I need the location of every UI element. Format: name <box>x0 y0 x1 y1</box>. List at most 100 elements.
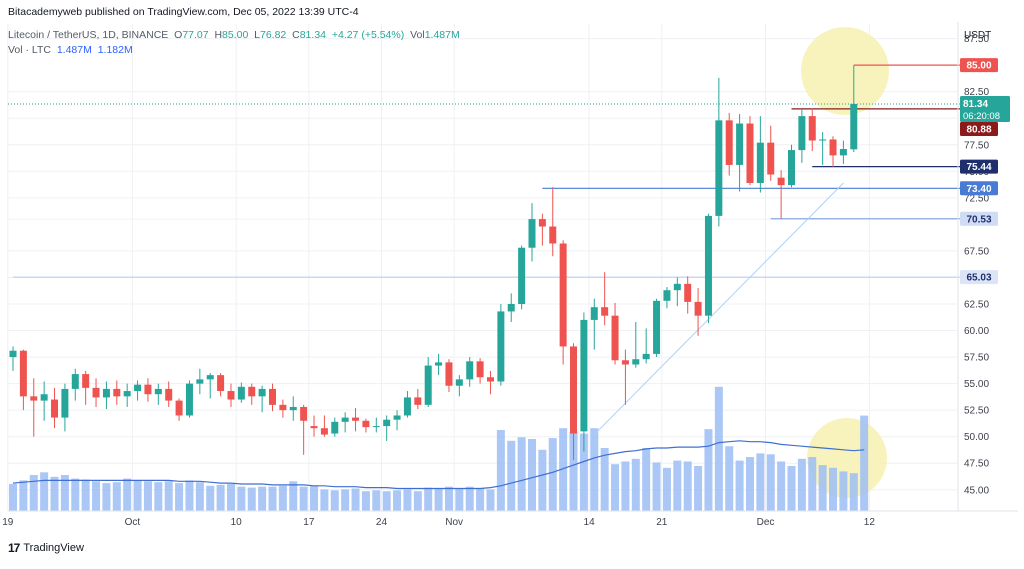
candle-body <box>715 120 723 216</box>
level-badge: 65.03 <box>966 273 991 284</box>
candle-body <box>445 362 453 386</box>
candle <box>632 322 640 368</box>
volume-bar <box>351 488 360 511</box>
candle <box>704 213 712 324</box>
candle <box>445 359 453 393</box>
candle-body <box>684 283 692 302</box>
candle <box>341 412 349 433</box>
volume-bar <box>247 487 256 511</box>
candle <box>227 383 235 407</box>
candle <box>352 408 360 432</box>
candle-body <box>653 300 661 354</box>
volume-bar <box>849 473 858 511</box>
candle <box>165 381 173 407</box>
candle-body <box>248 386 256 397</box>
candle-body <box>538 219 546 227</box>
candle <box>580 312 588 452</box>
volume-bar <box>299 486 308 511</box>
candle <box>61 383 69 432</box>
y-tick-label: 45.00 <box>964 485 989 496</box>
volume-legend-value: 1.487M <box>56 44 92 56</box>
volume-bar <box>652 462 661 511</box>
candle-body <box>269 388 276 405</box>
volume-bar <box>579 433 588 511</box>
volume-bar <box>185 480 194 511</box>
y-tick-label: 57.50 <box>964 353 989 364</box>
candle <box>590 298 598 350</box>
candle <box>383 415 391 441</box>
candle-body <box>850 104 858 150</box>
candle <box>362 418 370 433</box>
volume-bar <box>829 467 838 511</box>
volume-bar <box>818 465 827 511</box>
volume-bar <box>548 438 557 511</box>
candles <box>9 65 858 461</box>
candle <box>185 380 193 418</box>
volume-bar <box>289 481 298 511</box>
candle-body <box>788 150 795 186</box>
candle-body <box>663 290 671 301</box>
x-tick-label: 12 <box>864 517 876 528</box>
candle-body <box>113 388 121 397</box>
x-tick-label: Nov <box>445 517 463 528</box>
open-label: O <box>174 29 183 41</box>
candle <box>279 399 287 418</box>
volume-bar <box>81 479 90 511</box>
candle-body <box>372 426 380 428</box>
candle-body <box>424 365 432 405</box>
candle-body <box>144 384 152 395</box>
candle-body <box>393 415 401 420</box>
candle-body <box>549 226 557 244</box>
candle-body <box>736 123 744 165</box>
tradingview-footer[interactable]: 17 TradingView <box>8 541 84 555</box>
x-tick-label: Oct <box>125 517 141 528</box>
candle <box>258 385 266 413</box>
candle <box>455 375 463 397</box>
low-label: L <box>254 29 260 41</box>
candle-body <box>486 377 494 382</box>
candle <box>414 388 422 410</box>
candle-body <box>300 406 308 421</box>
y-tick-label: 77.50 <box>964 140 989 151</box>
candle <box>518 245 526 310</box>
candle <box>653 298 661 358</box>
candle-body <box>102 388 110 398</box>
volume-bar <box>9 484 17 511</box>
candle-body <box>414 397 422 405</box>
candle <box>642 328 650 364</box>
candle <box>19 349 27 411</box>
candle <box>694 288 702 336</box>
candle-body <box>154 388 162 395</box>
volume-bar <box>662 467 671 511</box>
candle <box>538 213 546 246</box>
level-badge: 75.44 <box>966 162 991 173</box>
candle <box>528 203 536 262</box>
candle <box>310 415 318 437</box>
candle <box>549 187 557 257</box>
volume-bar <box>559 428 568 511</box>
level-badge-bg <box>960 211 998 226</box>
candle <box>621 349 629 405</box>
volume-bar <box>278 485 287 511</box>
symbol-title[interactable]: Litecoin / TetherUS, 1D, BINANCE <box>8 29 169 41</box>
candle-body <box>466 361 474 380</box>
volume-bar <box>216 484 225 511</box>
candle <box>486 370 494 395</box>
y-tick-label: 62.50 <box>964 300 989 311</box>
candle <box>175 398 183 421</box>
candle <box>715 77 723 227</box>
volume-bar <box>465 486 474 511</box>
candle-body <box>19 350 27 397</box>
candle-body <box>642 353 650 360</box>
volume-bar <box>393 490 402 511</box>
currency-label: USDT <box>964 30 991 41</box>
candle-body <box>435 362 443 366</box>
volume-bar <box>600 448 609 511</box>
volume-legend-label[interactable]: Vol · LTC <box>8 44 51 56</box>
candle <box>300 404 308 455</box>
candle-body <box>258 388 266 397</box>
volume-bar <box>704 429 713 511</box>
level-badge-bg <box>960 270 998 285</box>
